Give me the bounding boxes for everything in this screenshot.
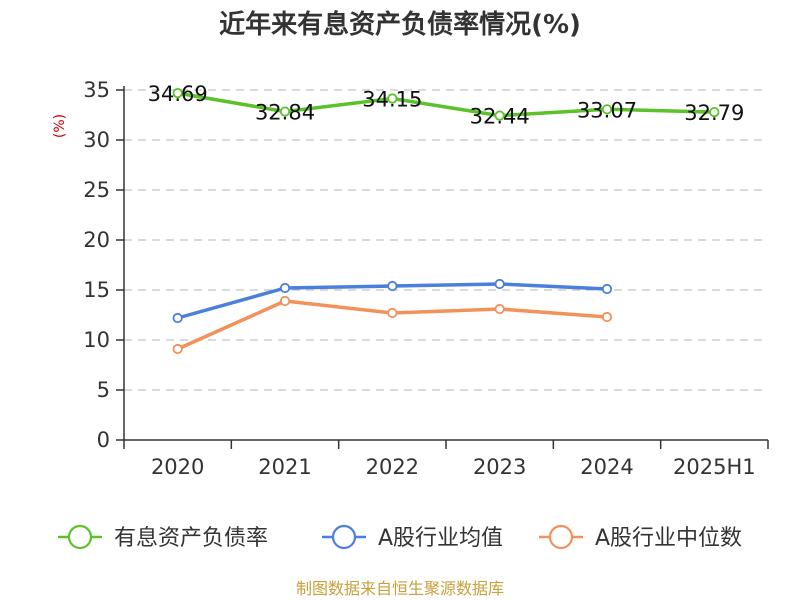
- y-tick-label: 5: [97, 378, 110, 402]
- y-tick-label: 0: [97, 428, 110, 452]
- x-tick-label: 2022: [366, 455, 419, 479]
- data-point: [494, 278, 505, 290]
- data-point: [601, 104, 613, 115]
- legend-label: A股行业中位数: [595, 526, 742, 551]
- legend: 有息资产负债率 A股行业均值 A股行业中位数: [58, 524, 742, 551]
- data-label-layer: 34.69 32.84 34.15 32.44 33.07 32.79: [148, 82, 745, 129]
- legend-label: A股行业均值: [378, 526, 503, 551]
- data-label: 34.15: [362, 88, 422, 112]
- data-label: 33.07: [577, 98, 637, 122]
- y-tick-label: 15: [83, 278, 110, 302]
- data-label: 34.69: [148, 82, 208, 106]
- data-point: [709, 107, 720, 118]
- y-tick-label: 30: [83, 128, 110, 152]
- x-tick-label: 2023: [473, 455, 526, 479]
- series-line-0: [175, 91, 717, 118]
- chart-title: 近年来有息资产负债率情况(%): [219, 9, 581, 40]
- series-layer: [172, 88, 720, 355]
- legend-swatch-marker: [331, 524, 357, 550]
- data-point: [601, 311, 613, 323]
- data-point: [172, 343, 183, 355]
- legend-item-2[interactable]: A股行业中位数: [539, 524, 742, 551]
- legend-item-1[interactable]: A股行业均值: [322, 524, 503, 551]
- data-point: [279, 282, 291, 294]
- x-tick-label: 2024: [580, 455, 633, 479]
- data-label: 32.84: [255, 101, 315, 125]
- legend-swatch-marker: [67, 524, 93, 550]
- legend-label: 有息资产负债率: [114, 526, 268, 551]
- source-note: 制图数据来自恒生聚源数据库: [296, 579, 504, 598]
- legend-swatch-marker: [548, 524, 574, 550]
- y-tick-label: 20: [83, 228, 110, 252]
- data-point: [387, 93, 398, 104]
- x-tick-label: 2025H1: [673, 455, 756, 479]
- y-tick-label: 35: [83, 78, 110, 102]
- data-label: 32.79: [684, 101, 744, 125]
- grid-layer: [124, 89, 768, 391]
- y-axis-label: (%): [52, 114, 68, 138]
- legend-item-0[interactable]: 有息资产负债率: [58, 524, 268, 551]
- axis-layer: 0 5 10 15 20 25 30 35 2020 2021 2022 2023 2024 2025H1: [83, 78, 769, 479]
- data-point: [494, 303, 505, 315]
- data-point: [279, 106, 291, 117]
- y-tick-label: 10: [83, 328, 110, 352]
- data-point: [172, 312, 183, 324]
- data-label: 32.44: [470, 105, 530, 129]
- y-tick-label: 25: [83, 178, 110, 202]
- data-point: [279, 295, 291, 307]
- data-point: [387, 280, 398, 292]
- x-tick-label: 2021: [258, 455, 311, 479]
- data-point: [601, 283, 613, 295]
- data-point: [172, 88, 183, 99]
- data-point: [387, 307, 398, 319]
- data-point: [494, 110, 505, 121]
- x-tick-label: 2020: [151, 455, 204, 479]
